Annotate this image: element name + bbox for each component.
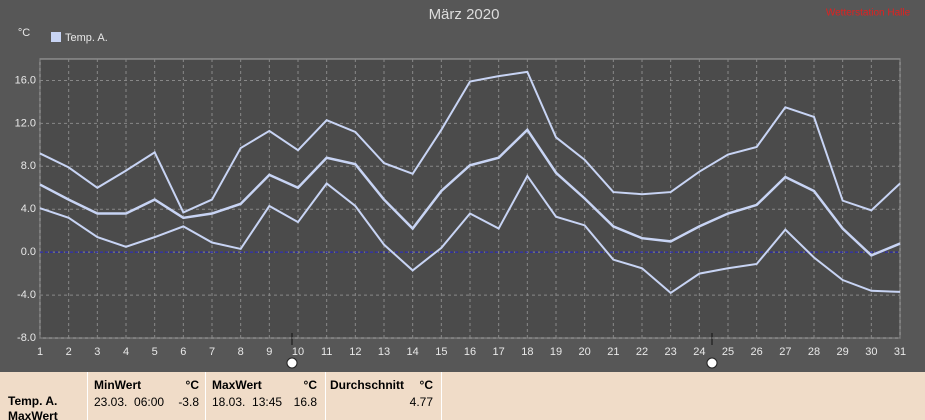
line-max-values (39, 70, 901, 214)
stat-when: 23.03. 06:00 (94, 395, 165, 409)
x-tick-label: 6 (180, 346, 186, 358)
source-note: Wetterstation Halle (826, 8, 911, 19)
stat-cell: MinWert °C 23.03. 06:00 -3.8 (88, 372, 206, 420)
x-tick-label: 13 (378, 346, 390, 358)
x-tick-label: 29 (837, 346, 849, 358)
legend-label: Temp. A. (65, 32, 108, 44)
stat-unit: °C (303, 378, 317, 392)
stat-unit: °C (419, 378, 433, 392)
line-min-values (39, 174, 901, 295)
row-label: MaxWert (8, 409, 58, 420)
x-tick-label: 27 (779, 346, 791, 358)
x-tick-label: 9 (266, 346, 272, 358)
cursor-handle[interactable] (286, 357, 298, 369)
x-tick-label: 7 (209, 346, 215, 358)
x-tick-label: 28 (808, 346, 820, 358)
stat-cell: MaxWert °C 18.03. 13:45 16.8 (206, 372, 326, 420)
x-tick-label: 24 (693, 346, 705, 358)
x-tick-label: 4 (123, 346, 129, 358)
y-tick-label: -8.0 (17, 332, 36, 344)
y-tick-label: 8.0 (21, 160, 36, 172)
y-tick-label: 12.0 (15, 117, 36, 129)
x-tick-label: 5 (152, 346, 158, 358)
x-tick-label: 31 (894, 346, 906, 358)
x-tick-label: 21 (607, 346, 619, 358)
x-tick-label: 14 (407, 346, 419, 358)
x-tick-label: 20 (579, 346, 591, 358)
x-tick-label: 16 (464, 346, 476, 358)
stat-header: Durchschnitt (330, 378, 405, 392)
x-tick-label: 22 (636, 346, 648, 358)
x-tick-label: 11 (321, 346, 332, 358)
row-label-cell: Temp. A. MaxWert (0, 372, 88, 420)
y-tick-label: -4.0 (17, 289, 36, 301)
line-values (39, 127, 901, 257)
x-tick-label: 2 (66, 346, 72, 358)
stat-header: MinWert (94, 378, 142, 392)
y-tick-label: 0.0 (21, 246, 36, 258)
y-tick-label: 4.0 (21, 203, 36, 215)
row-label: Temp. A. (8, 394, 58, 408)
stats-table: Temp. A. MaxWert MinWert °C 23.03. 06:00… (0, 372, 925, 420)
x-tick-label: 23 (665, 346, 677, 358)
y-unit: °C (18, 27, 30, 39)
chart: März 2020 Wetterstation Halle °C -8.0 -4.… (14, 5, 911, 369)
cursor-handle[interactable] (706, 357, 718, 369)
x-tick-label: 25 (722, 346, 734, 358)
x-tick-label: 10 (292, 346, 304, 358)
x-tick-label: 26 (751, 346, 763, 358)
stat-value: -3.8 (178, 395, 199, 409)
x-tick-label: 19 (550, 346, 562, 358)
stat-value: 4.77 (409, 395, 433, 409)
x-tick-label: 8 (238, 346, 244, 358)
stat-unit: °C (185, 378, 199, 392)
x-tick-label: 30 (865, 346, 877, 358)
stat-header: MaxWert (212, 378, 262, 392)
x-tick-label: 18 (521, 346, 533, 358)
x-tick-label: 3 (94, 346, 100, 358)
stat-cell: Durchschnitt °C 4.77 (326, 372, 442, 420)
x-tick-label: 12 (349, 346, 361, 358)
x-tick-label: 17 (493, 346, 505, 358)
legend-swatch (51, 32, 61, 42)
stat-when: 18.03. 13:45 (212, 395, 283, 409)
x-tick-label: 1 (37, 346, 43, 358)
stat-value: 16.8 (293, 395, 317, 409)
y-tick-label: 16.0 (15, 74, 36, 86)
chart-title: März 2020 (429, 6, 500, 23)
x-tick-label: 15 (435, 346, 447, 358)
